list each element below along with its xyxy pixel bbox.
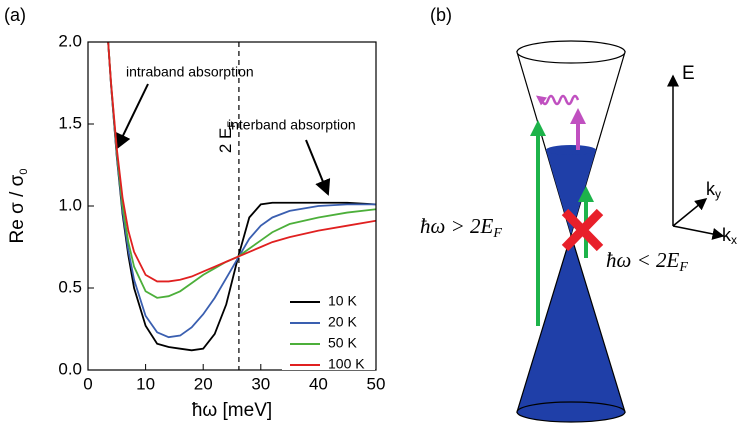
plot-area: 0 10 20 30 40 50 0.0 0.5 1.0 1.5 2.0 2 EF 10 K 20 K 50… — [58, 31, 385, 393]
y-tick-label: 1.5 — [58, 113, 82, 132]
x-tick-label: 50 — [367, 374, 386, 393]
x-tick-label: 20 — [194, 374, 213, 393]
label-sub: F — [492, 226, 502, 241]
panel-label: (a) — [4, 5, 26, 25]
y-tick-label: 0.5 — [58, 277, 82, 296]
y-tick-label: 2.0 — [58, 31, 82, 50]
axis-label-sub: x — [731, 233, 737, 247]
label-main: ħω < 2E — [606, 248, 679, 272]
y-tick-label: 1.0 — [58, 195, 82, 214]
x-tick-label: 0 — [83, 374, 92, 393]
label-sub: F — [678, 260, 688, 275]
fermi-label-sub: F — [226, 121, 238, 128]
y-tick-label: 0.0 — [58, 359, 82, 378]
y-label-main: Re σ / σ — [7, 174, 28, 243]
diagram: (b) E ky kx ħω > 2EF ħω < 2EF — [420, 5, 737, 422]
axis-label-sub: y — [715, 187, 721, 201]
x-tick-label: 30 — [251, 374, 270, 393]
series-line — [108, 42, 376, 298]
fermi-label: 2 EF — [216, 121, 237, 154]
x-tick-label: 10 — [136, 374, 155, 393]
fermi-level — [546, 145, 596, 155]
x-axis-label: ħω [meV] — [192, 400, 272, 421]
annotation-arrow — [117, 84, 148, 148]
legend-label: 10 K — [328, 293, 357, 309]
axis-label: E — [682, 63, 695, 84]
legend-label: 50 K — [328, 335, 357, 351]
x-tick-label: 40 — [309, 374, 328, 393]
annotation: intraband absorption — [126, 64, 254, 80]
legend-label: 20 K — [328, 314, 357, 330]
cone-top — [517, 41, 625, 63]
annotation: interband absorption — [228, 117, 356, 133]
legend-label: 100 K — [328, 356, 365, 372]
fermi-label-main: 2 E — [216, 128, 235, 154]
ky-axis — [673, 199, 706, 226]
transition-label: ħω < 2EF — [606, 248, 688, 275]
y-axis-label: Re σ / σ0 — [7, 169, 30, 244]
label-main: ħω > 2E — [420, 214, 493, 238]
annotation-arrow — [306, 140, 328, 194]
y-label-sub: 0 — [18, 169, 30, 175]
figure: (a) Re σ / σ0 ħω [meV] intraband absorpt… — [0, 0, 741, 429]
kx-axis — [673, 226, 723, 236]
axis-label: kx — [722, 225, 737, 247]
panel-label: (b) — [430, 5, 452, 25]
transition-label: ħω > 2EF — [420, 214, 502, 241]
cone-bottom — [517, 402, 625, 422]
axis-label: ky — [706, 179, 721, 201]
